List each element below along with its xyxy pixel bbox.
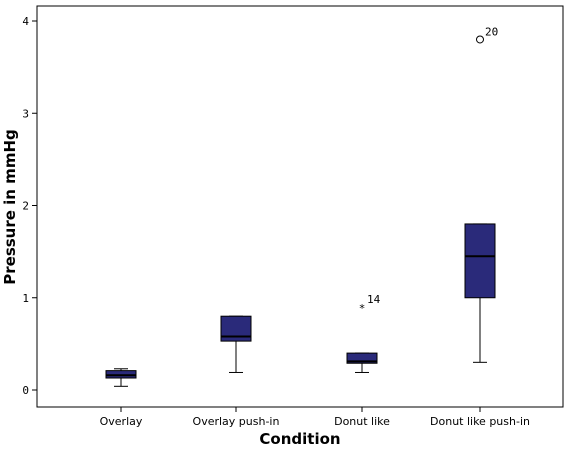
box-iqr [346,352,378,364]
x-tick-label: Overlay [100,415,143,428]
x-tick-label: Overlay push-in [193,415,280,428]
y-tick-label: 3 [22,107,29,120]
boxes-group [105,223,496,387]
y-tick-label: 1 [22,292,29,305]
y-tick-label: 0 [22,384,29,397]
outlier-label: 20 [485,25,498,38]
outlier-label: 14 [367,293,381,306]
box-overlay-push-in [220,315,252,373]
outliers-group: *14 20 [359,25,499,315]
box-overlay [105,368,137,387]
x-tick-label: Donut like push-in [430,415,530,428]
outlier-point [476,35,484,44]
box-iqr [464,223,496,299]
y-tick-label: 4 [22,15,29,28]
y-axis: 0 1 2 3 4 [22,15,37,397]
extreme-outlier-point: * [359,302,366,315]
y-axis-title: Pressure in mmHg [1,129,19,285]
x-axis-title: Condition [259,430,340,448]
x-tick-label: Donut like [334,415,390,428]
box-donut-like-push-in [464,223,496,363]
box-donut-like [346,352,378,373]
y-tick-label: 2 [22,200,29,213]
plot-frame [36,5,564,408]
x-axis: Overlay Overlay push-in Donut like Donut li… [100,407,530,428]
